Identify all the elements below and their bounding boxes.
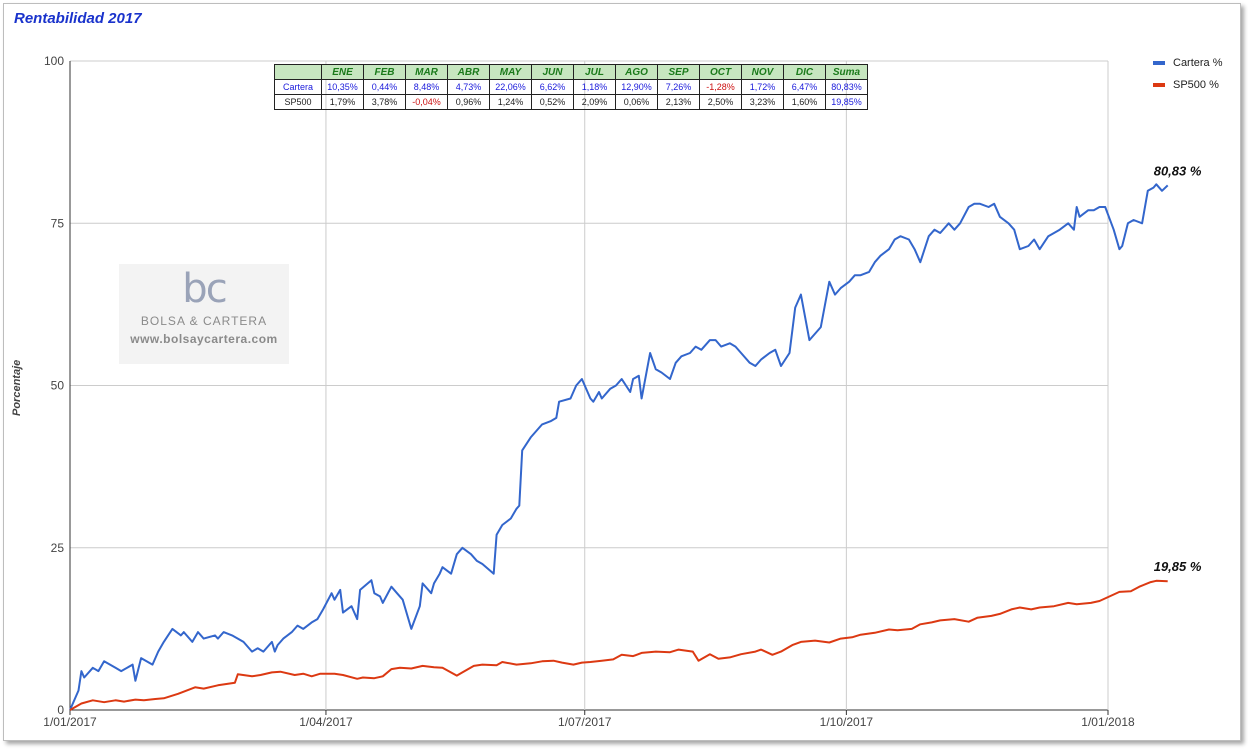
series-line-cartera [69,183,1169,711]
table-cell: 2,09% [573,94,616,110]
table-header-cell: JUN [531,64,574,80]
table-cell: 2,13% [657,94,700,110]
table-cell: 1,18% [573,79,616,95]
watermark: bc BOLSA & CARTERA www.bolsaycartera.com [119,264,289,364]
table-header-cell: ABR [447,64,490,80]
legend: Cartera % SP500 % [1153,52,1223,96]
end-value-label: 80,83 % [1154,163,1202,178]
table-cell: 19,85% [825,94,868,110]
monthly-returns-table: ENE FEB MAR ABR MAY JUN JUL AGO SEP OCT NOV DIC Suma… [274,64,868,110]
chart-title: Rentabilidad 2017 [14,10,142,27]
table-header-cell: Suma [825,64,868,80]
table-row-label: SP500 [274,94,322,110]
table-cell: 6,47% [783,79,826,95]
table-cell: 0,44% [363,79,406,95]
table-cell: 1,24% [489,94,532,110]
table-cell: 3,78% [363,94,406,110]
watermark-logo: bc [182,266,227,312]
series-lines [69,183,1169,711]
table-cell: 22,06% [489,79,532,95]
table-row-label: Cartera [274,79,322,95]
legend-item: Cartera % [1153,52,1223,74]
legend-item: SP500 % [1153,74,1223,96]
x-tick-labels: 1/01/2017 1/04/2017 1/07/2017 1/10/2017 1/01… [43,715,1135,729]
table-cell: 12,90% [615,79,658,95]
y-tick-label: 50 [51,379,65,393]
watermark-url: www.bolsaycartera.com [130,332,278,346]
watermark-name: BOLSA & CARTERA [140,314,268,328]
end-labels: 80,83 % 19,85 % [1154,163,1202,574]
table-header-cell: JUL [573,64,616,80]
table-header-cell: DIC [783,64,826,80]
table-header-cell: MAR [405,64,448,80]
table-cell: 10,35% [321,79,364,95]
table-header-cell: AGO [615,64,658,80]
legend-swatch [1153,61,1165,65]
table-cell: 6,62% [531,79,574,95]
table-cell: 7,26% [657,79,700,95]
y-tick-labels: 0 25 50 75 100 [44,54,64,717]
end-value-label: 19,85 % [1154,559,1202,574]
series-line-sp500 [69,579,1168,711]
y-tick-label: 75 [51,216,65,230]
x-tick-label: 1/01/2018 [1081,715,1135,729]
table-header-cell: ENE [321,64,364,80]
table-header-cell: SEP [657,64,700,80]
table-cell: -0,04% [405,94,448,110]
table-header-cell: FEB [363,64,406,80]
y-tick-label: 100 [44,54,64,68]
table-cell: 2,50% [699,94,742,110]
table-cell: 8,48% [405,79,448,95]
legend-swatch [1153,83,1165,87]
table-header-cell: NOV [741,64,784,80]
x-tick-label: 1/01/2017 [43,715,97,729]
table-cell: 3,23% [741,94,784,110]
table-cell: 1,72% [741,79,784,95]
table-cell: 0,52% [531,94,574,110]
table-cell: -1,28% [699,79,742,95]
table-row: Cartera 10,35% 0,44% 8,48% 4,73% 22,06% 6,62% 1… [274,79,868,95]
x-tick-label: 1/04/2017 [299,715,353,729]
table-cell: 1,60% [783,94,826,110]
table-cell: 4,73% [447,79,490,95]
x-tick-label: 1/07/2017 [558,715,612,729]
table-cell: 80,83% [825,79,868,95]
gridlines [69,60,1109,715]
table-header-cell: MAY [489,64,532,80]
table-cell: 1,79% [321,94,364,110]
table-header-cell: OCT [699,64,742,80]
table-cell: 0,06% [615,94,658,110]
chart-frame [3,3,1241,741]
table-header-cell [274,64,322,80]
legend-label: SP500 % [1173,79,1219,91]
table-row: SP500 1,79% 3,78% -0,04% 0,96% 1,24% 0,52% 2,09… [274,94,868,110]
y-tick-label: 25 [51,541,65,555]
x-tick-label: 1/10/2017 [820,715,874,729]
y-tick-label: 0 [57,703,64,717]
table-cell: 0,96% [447,94,490,110]
legend-label: Cartera % [1173,57,1223,69]
